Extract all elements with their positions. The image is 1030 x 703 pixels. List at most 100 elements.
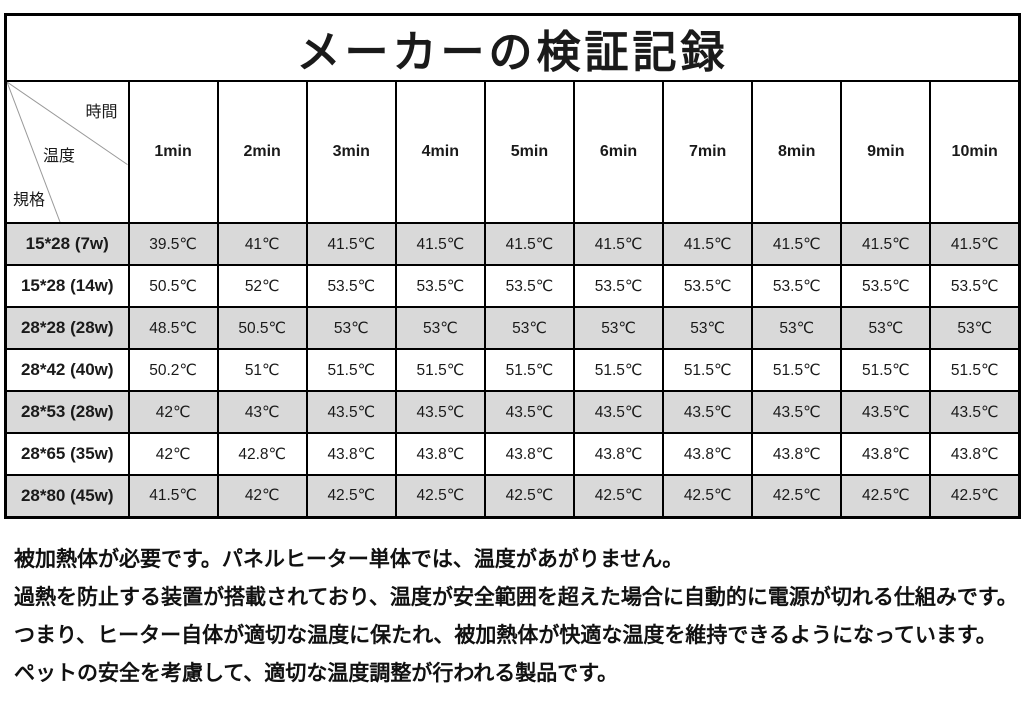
column-header-10min: 10min — [929, 80, 1021, 224]
table-row: 28*42 (40w) 50.2℃ 51℃ 51.5℃ 51.5℃ 51.5℃ … — [4, 348, 1021, 392]
temp-cell: 51℃ — [216, 348, 308, 392]
temperature-axis-label: 温度 — [43, 148, 76, 165]
temp-cell: 43℃ — [216, 390, 308, 434]
corner-diagonal-lines — [7, 82, 128, 222]
table-row: 28*53 (28w) 42℃ 43℃ 43.5℃ 43.5℃ 43.5℃ 43… — [4, 390, 1021, 434]
temp-cell: 41.5℃ — [483, 222, 575, 266]
temp-cell: 41.5℃ — [572, 222, 665, 266]
temp-cell: 43.8℃ — [305, 432, 397, 476]
title-row: メーカーの検証記録 — [4, 13, 1021, 82]
temp-cell: 53℃ — [305, 306, 397, 350]
temp-cell: 42.8℃ — [216, 432, 308, 476]
temp-cell: 51.5℃ — [572, 348, 665, 392]
spec-cell: 15*28 (7w) — [4, 222, 130, 266]
temp-cell: 53.5℃ — [662, 264, 754, 308]
temp-cell: 43.5℃ — [572, 390, 665, 434]
spec-cell: 28*53 (28w) — [4, 390, 130, 434]
temp-cell: 42.5℃ — [929, 474, 1021, 518]
temp-cell: 48.5℃ — [127, 306, 219, 350]
temp-cell: 41℃ — [216, 222, 308, 266]
temp-cell: 43.8℃ — [751, 432, 843, 476]
table-row: 28*80 (45w) 41.5℃ 42℃ 42.5℃ 42.5℃ 42.5℃ … — [4, 474, 1021, 518]
temp-cell: 53℃ — [394, 306, 486, 350]
temp-cell: 51.5℃ — [840, 348, 932, 392]
spec-cell: 28*80 (45w) — [4, 474, 130, 518]
column-header-7min: 7min — [662, 80, 754, 224]
table-row: 28*65 (35w) 42℃ 42.8℃ 43.8℃ 43.8℃ 43.8℃ … — [4, 432, 1021, 476]
temp-cell: 51.5℃ — [751, 348, 843, 392]
temp-cell: 53℃ — [572, 306, 665, 350]
column-header-9min: 9min — [840, 80, 932, 224]
column-header-5min: 5min — [483, 80, 575, 224]
temp-cell: 43.8℃ — [662, 432, 754, 476]
temp-cell: 51.5℃ — [394, 348, 486, 392]
temp-cell: 43.5℃ — [662, 390, 754, 434]
temp-cell: 42℃ — [216, 474, 308, 518]
temp-cell: 41.5℃ — [751, 222, 843, 266]
temp-cell: 43.5℃ — [394, 390, 486, 434]
temp-cell: 42.5℃ — [840, 474, 932, 518]
temp-cell: 53.5℃ — [483, 264, 575, 308]
temp-cell: 53.5℃ — [305, 264, 397, 308]
temp-cell: 50.5℃ — [216, 306, 308, 350]
temp-cell: 41.5℃ — [662, 222, 754, 266]
temp-cell: 43.8℃ — [840, 432, 932, 476]
temp-cell: 51.5℃ — [305, 348, 397, 392]
temp-cell: 43.5℃ — [483, 390, 575, 434]
temp-cell: 53℃ — [840, 306, 932, 350]
temp-cell: 42.5℃ — [751, 474, 843, 518]
verification-table: メーカーの検証記録 時間 温度 規格 1min 2min 3min 4min 5… — [4, 13, 1021, 519]
temp-cell: 39.5℃ — [127, 222, 219, 266]
temp-cell: 42.5℃ — [572, 474, 665, 518]
temp-cell: 50.5℃ — [127, 264, 219, 308]
spec-cell: 28*42 (40w) — [4, 348, 130, 392]
temp-cell: 53℃ — [751, 306, 843, 350]
table-row: 15*28 (14w) 50.5℃ 52℃ 53.5℃ 53.5℃ 53.5℃ … — [4, 264, 1021, 308]
temp-cell: 50.2℃ — [127, 348, 219, 392]
column-header-6min: 6min — [572, 80, 665, 224]
notes-paragraph: 被加熱体が必要です。パネルヒーター単体では、温度があがりません。 過熱を防止する… — [14, 541, 1024, 693]
temp-cell: 51.5℃ — [483, 348, 575, 392]
temp-cell: 43.5℃ — [840, 390, 932, 434]
temp-cell: 41.5℃ — [127, 474, 219, 518]
temp-cell: 53.5℃ — [929, 264, 1021, 308]
note-line: つまり、ヒーター自体が適切な温度に保たれ、被加熱体が快適な温度を維持できるように… — [14, 624, 997, 647]
time-axis-label: 時間 — [85, 104, 118, 121]
temp-cell: 43.5℃ — [305, 390, 397, 434]
temp-cell: 51.5℃ — [662, 348, 754, 392]
temp-cell: 53.5℃ — [394, 264, 486, 308]
temp-cell: 42.5℃ — [662, 474, 754, 518]
note-line: 過熱を防止する装置が搭載されており、温度が安全範囲を超えた場合に自動的に電源が切… — [14, 586, 1018, 609]
temp-cell: 41.5℃ — [929, 222, 1021, 266]
temp-cell: 53℃ — [483, 306, 575, 350]
page-title: メーカーの検証記録 — [4, 13, 1021, 82]
spec-cell: 15*28 (14w) — [4, 264, 130, 308]
column-header-2min: 2min — [216, 80, 308, 224]
temp-cell: 43.8℃ — [483, 432, 575, 476]
column-header-1min: 1min — [127, 80, 219, 224]
spec-cell: 28*65 (35w) — [4, 432, 130, 476]
temp-cell: 53.5℃ — [840, 264, 932, 308]
column-header-4min: 4min — [394, 80, 486, 224]
temp-cell: 42.5℃ — [394, 474, 486, 518]
temp-cell: 43.8℃ — [572, 432, 665, 476]
temp-cell: 43.8℃ — [929, 432, 1021, 476]
temp-cell: 43.8℃ — [394, 432, 486, 476]
table-row: 28*28 (28w) 48.5℃ 50.5℃ 53℃ 53℃ 53℃ 53℃ … — [4, 306, 1021, 350]
column-header-8min: 8min — [751, 80, 843, 224]
temp-cell: 53℃ — [662, 306, 754, 350]
table-row: 15*28 (7w) 39.5℃ 41℃ 41.5℃ 41.5℃ 41.5℃ 4… — [4, 222, 1021, 266]
temp-cell: 43.5℃ — [751, 390, 843, 434]
temp-cell: 42.5℃ — [305, 474, 397, 518]
note-line: 被加熱体が必要です。パネルヒーター単体では、温度があがりません。 — [14, 548, 684, 571]
table-header-row: 時間 温度 規格 1min 2min 3min 4min 5min 6min 7… — [4, 80, 1021, 224]
temp-cell: 52℃ — [216, 264, 308, 308]
temp-cell: 41.5℃ — [394, 222, 486, 266]
temp-cell: 41.5℃ — [840, 222, 932, 266]
temp-cell: 42℃ — [127, 390, 219, 434]
temp-cell: 51.5℃ — [929, 348, 1021, 392]
temp-cell: 53℃ — [929, 306, 1021, 350]
spec-axis-label: 規格 — [13, 192, 46, 209]
temp-cell: 42.5℃ — [483, 474, 575, 518]
